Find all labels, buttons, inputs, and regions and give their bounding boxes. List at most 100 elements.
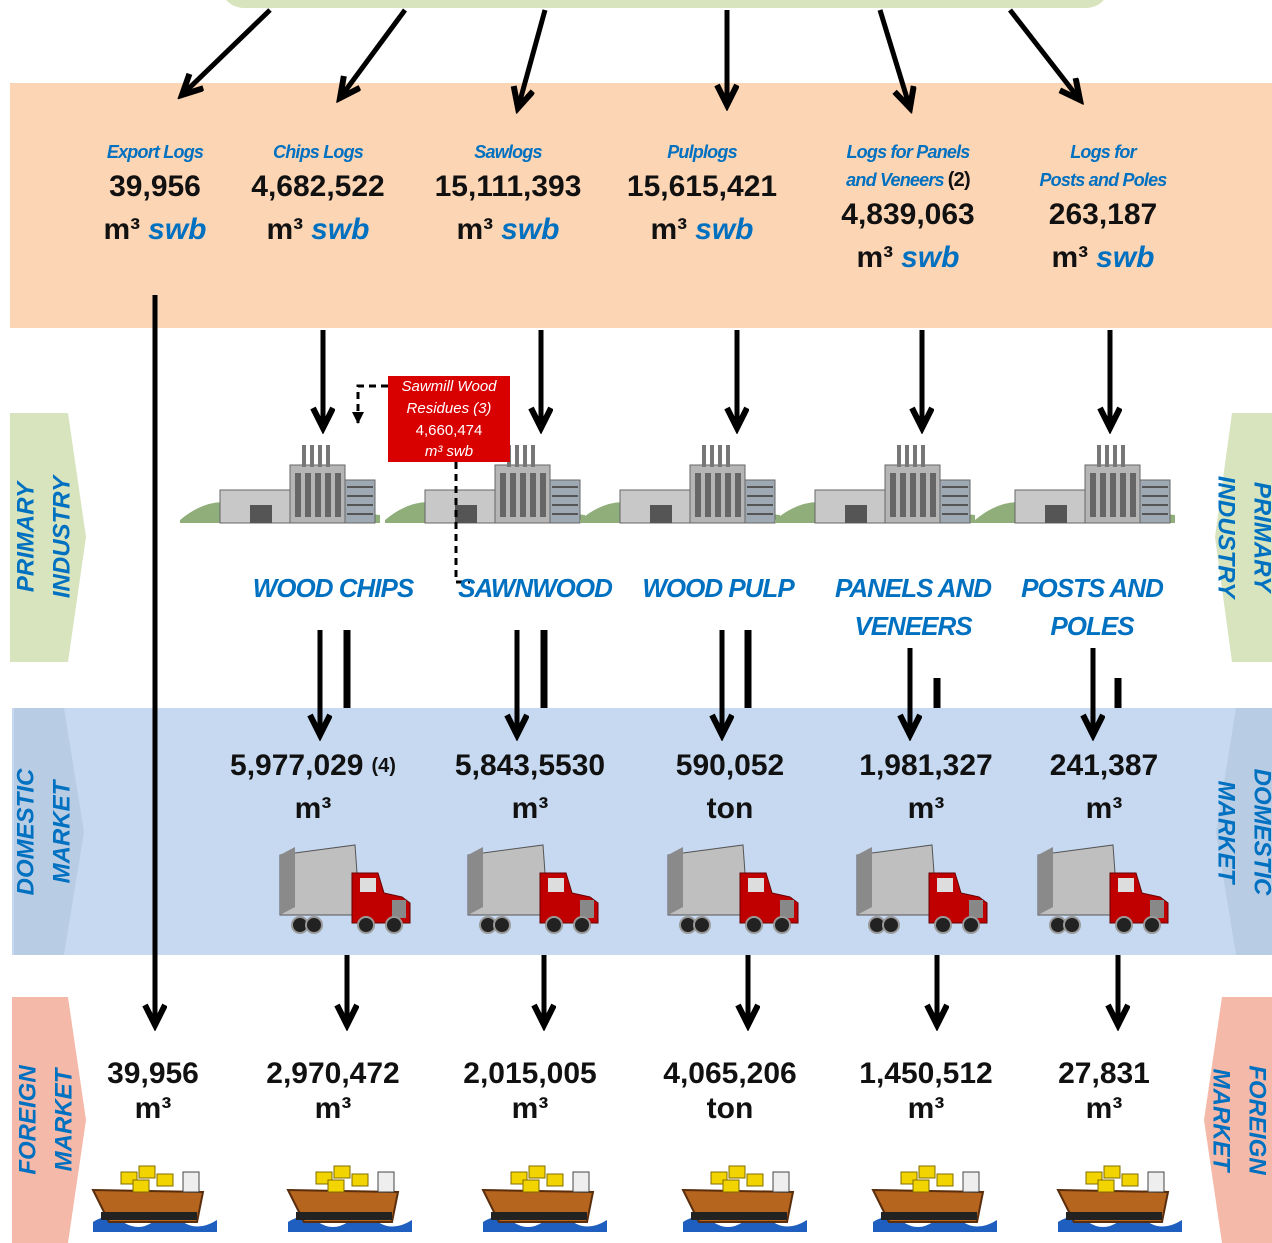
foreign-unit-part: m³ xyxy=(135,1092,172,1125)
foreign-unit-part: m³ xyxy=(1086,1092,1123,1125)
domestic-unit-part: m³ xyxy=(295,792,332,825)
flow-value: 39,956 xyxy=(109,170,201,203)
product-label: WOOD PULP xyxy=(642,573,795,603)
domestic-unit: ton xyxy=(707,792,754,825)
flow-value: 39,956 xyxy=(109,170,201,203)
deck xyxy=(101,1212,197,1220)
foreign-value: 39,956 xyxy=(107,1057,199,1090)
section-label: FOREIGN xyxy=(14,1065,41,1175)
bridge xyxy=(963,1172,979,1192)
domestic-value: 590,052 xyxy=(676,749,784,782)
window xyxy=(548,878,564,892)
window xyxy=(735,473,741,517)
chimney xyxy=(310,445,314,467)
residue-label-part: Residues xyxy=(407,400,470,417)
section-label: MARKET xyxy=(48,778,75,883)
cargo xyxy=(1098,1180,1114,1192)
chimney xyxy=(326,445,330,467)
domestic-value: 241,387 xyxy=(1050,749,1158,782)
flow-unit: m³ xyxy=(650,213,687,246)
flow-unit: m³swb xyxy=(650,213,753,246)
domestic-value: 1,981,327 xyxy=(859,749,992,782)
trailer-side xyxy=(468,847,483,915)
foreign-value: 1,450,512 xyxy=(859,1057,992,1090)
window xyxy=(725,473,731,517)
product-label: SAWNWOOD xyxy=(458,573,613,603)
flow-unit: m³ xyxy=(103,213,140,246)
cargo xyxy=(913,1180,929,1192)
window xyxy=(500,473,506,517)
factory-icon xyxy=(580,445,780,523)
window xyxy=(315,473,321,517)
door xyxy=(1045,505,1067,523)
window xyxy=(1090,473,1096,517)
flow-value: 15,111,393 xyxy=(435,170,582,203)
flow-unit: m³ xyxy=(1051,241,1088,274)
grille xyxy=(580,900,594,918)
residue-link xyxy=(358,386,388,424)
flow-label: Pulplogs xyxy=(667,142,737,162)
product-label: POSTS AND xyxy=(1021,573,1164,603)
chimney xyxy=(913,445,917,467)
flow-qualifier: swb xyxy=(695,213,753,246)
bridge xyxy=(1148,1172,1164,1192)
wheel xyxy=(746,917,762,933)
window xyxy=(890,473,896,517)
chimney xyxy=(702,445,706,467)
wheel xyxy=(1116,917,1132,933)
foreign-unit: ton xyxy=(707,1092,754,1125)
wheel xyxy=(306,917,322,933)
cargo xyxy=(529,1166,545,1178)
trailer-side xyxy=(1038,847,1053,915)
flow-qualifier: swb xyxy=(148,213,206,246)
residue-unit-part: swb xyxy=(446,443,473,460)
deck xyxy=(1066,1212,1162,1220)
domestic-value: 241,387 xyxy=(1050,749,1158,782)
residue-label-part: Sawmill Wood xyxy=(401,378,497,395)
product-label: VENEERS xyxy=(854,611,973,641)
ship-icon xyxy=(1058,1166,1182,1232)
window xyxy=(305,473,311,517)
window xyxy=(510,473,516,517)
bridge xyxy=(378,1172,394,1192)
chimney xyxy=(531,445,535,467)
foreign-value-part: 2,015,005 xyxy=(463,1057,596,1090)
section-label: DOMESTIC xyxy=(1249,769,1272,896)
foreign-unit-part: m³ xyxy=(512,1092,549,1125)
residue-unit: m³swb xyxy=(425,443,473,460)
domestic-unit: m³ xyxy=(1086,792,1123,825)
flow-label: Chips Logs xyxy=(273,142,364,162)
flow-value: 4,839,063 xyxy=(841,198,974,231)
foreign-unit-part: m³ xyxy=(908,1092,945,1125)
domestic-unit: m³ xyxy=(295,792,332,825)
domestic-value: 5,977,029 xyxy=(230,749,363,782)
flow-diagram: Export Logs39,956m³swbChips Logs4,682,52… xyxy=(0,0,1272,1243)
domestic-unit-part: m³ xyxy=(1086,792,1123,825)
wheel xyxy=(386,917,402,933)
flow-label: Sawlogs xyxy=(474,142,542,162)
window xyxy=(520,473,526,517)
grille xyxy=(780,900,794,918)
window xyxy=(715,473,721,517)
foreign-value: 2,015,005 xyxy=(463,1057,596,1090)
foreign-unit-part: m³ xyxy=(315,1092,352,1125)
flow-unit: m³ xyxy=(856,241,893,274)
domestic-unit: m³ xyxy=(512,792,549,825)
flow-label: Chips Logs xyxy=(273,142,364,162)
foreign-value-part: 4,065,206 xyxy=(663,1057,796,1090)
cargo xyxy=(1122,1174,1138,1186)
flow-unit: m³ xyxy=(456,213,493,246)
cargo xyxy=(747,1174,763,1186)
chimney xyxy=(718,445,722,467)
residue-label: Residues(3) xyxy=(407,400,492,417)
section-label: INDUSTRY xyxy=(1213,476,1240,600)
chimney xyxy=(921,445,925,467)
flow-value: 15,615,421 xyxy=(627,170,777,203)
domestic-unit-part: ton xyxy=(707,792,754,825)
factory-icon xyxy=(180,445,380,523)
foreign-value-part: 27,831 xyxy=(1058,1057,1150,1090)
flow-value: 4,839,063 xyxy=(841,198,974,231)
domestic-unit-part: m³ xyxy=(512,792,549,825)
window xyxy=(360,878,376,892)
cargo xyxy=(547,1174,563,1186)
